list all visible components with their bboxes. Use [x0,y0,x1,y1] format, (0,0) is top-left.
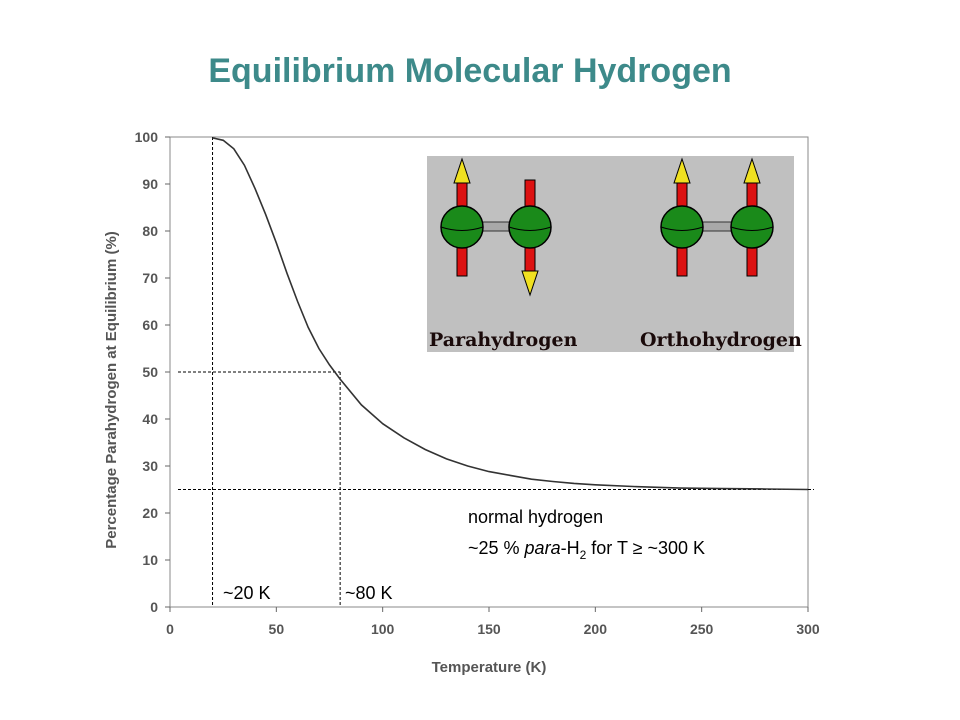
y-tick-label: 30 [142,458,158,474]
x-tick-label: 100 [371,621,395,637]
parahydrogen-label: Parahydrogen [429,329,578,351]
y-tick-label: 0 [150,599,158,615]
ortho-left-atom-equator [660,226,704,231]
y-axis-title: Percentage Parahydrogen at Equilibrium (… [103,231,120,549]
y-tick-label: 100 [135,129,159,145]
spin-isomer-inset: Parahydrogen Orthohydrogen [427,156,802,352]
annotation-normal-fraction: ~25 % para-H2 for T ≥ ~300 K [468,538,705,562]
annotation-h: -H [561,538,580,558]
y-tick-label: 40 [142,411,158,427]
y-tick-label: 70 [142,270,158,286]
para-right-atom-equator [508,226,552,231]
y-tick-label: 80 [142,223,158,239]
para-left-atom [440,205,484,249]
y-tick-label: 20 [142,505,158,521]
annotation-subscript: 2 [580,548,587,562]
para-left-spin-arrowhead [453,157,471,184]
x-tick-label: 150 [477,621,501,637]
annotation-normal-hydrogen: normal hydrogen [468,507,603,527]
para-right-spin-arrowhead [521,270,539,297]
para-right-atom [508,205,552,249]
y-tick-label: 90 [142,176,158,192]
x-tick-label: 250 [690,621,714,637]
slide-title: Equilibrium Molecular Hydrogen [208,52,732,90]
ortho-left-atom [660,205,704,249]
para-left-atom-equator [440,226,484,231]
x-tick-label: 50 [269,621,285,637]
x-tick-label: 0 [166,621,174,637]
annotation-prefix: ~25 % [468,538,525,558]
ortho-right-atom-equator [730,226,774,231]
ortho-left-spin-arrowhead [673,157,691,184]
x-tick-label: 200 [584,621,608,637]
equilibrium-curve [212,137,809,491]
x-tick-label: 300 [796,621,820,637]
y-tick-label: 60 [142,317,158,333]
annotation-80k: ~80 K [345,583,393,603]
annotation-para: para [524,538,561,558]
annotation-suffix: for T ≥ ~300 K [586,538,705,558]
y-tick-label: 50 [142,364,158,380]
x-axis-title: Temperature (K) [432,659,547,676]
ortho-right-spin-arrowhead [743,157,761,184]
orthohydrogen-label: Orthohydrogen [640,329,802,351]
ortho-right-atom [730,205,774,249]
y-tick-label: 10 [142,552,158,568]
inset-background [427,156,794,352]
annotation-20k: ~20 K [223,583,271,603]
